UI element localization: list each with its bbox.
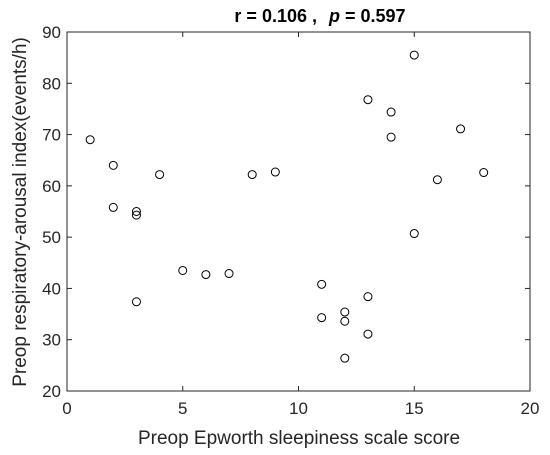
data-point (317, 279, 327, 289)
x-tick-label: 15 (405, 399, 424, 418)
data-point (131, 210, 141, 220)
data-point (409, 50, 419, 60)
x-tick-label: 20 (521, 399, 540, 418)
data-point (85, 135, 95, 145)
x-tick-label: 5 (178, 399, 187, 418)
data-point (270, 167, 280, 177)
data-point (363, 292, 373, 302)
x-axis-label: Preop Epworth sleepiness scale score (138, 428, 460, 449)
title-r-text: r = 0.106 , (234, 6, 317, 26)
data-point (155, 170, 165, 180)
plot-area: 0 5 10 15 20 20 30 40 50 60 70 80 90 (42, 23, 539, 418)
data-point (131, 297, 141, 307)
data-point (201, 270, 211, 280)
y-axis-ticks: 20 30 40 50 60 70 80 90 (42, 23, 530, 401)
data-point (247, 170, 257, 180)
y-tick-label: 90 (42, 23, 61, 42)
y-tick-label: 70 (42, 126, 61, 145)
y-axis-label: Preop respiratory-arousal index(events/h… (10, 37, 31, 387)
y-tick-label: 80 (42, 74, 61, 93)
data-point (224, 269, 234, 279)
y-tick-label: 30 (42, 331, 61, 350)
data-point (386, 107, 396, 117)
x-axis-ticks: 0 5 10 15 20 (62, 32, 539, 418)
data-point (479, 168, 489, 178)
data-point (340, 316, 350, 326)
data-point (363, 95, 373, 105)
y-tick-label: 50 (42, 228, 61, 247)
chart-title: r = 0.106 , p = 0.597 (234, 6, 405, 26)
data-point (108, 202, 118, 212)
y-tick-label: 40 (42, 279, 61, 298)
x-tick-label: 10 (289, 399, 308, 418)
data-point (178, 265, 188, 275)
title-p-value: = 0.597 (340, 6, 406, 26)
data-point (340, 307, 350, 317)
y-tick-label: 20 (42, 382, 61, 401)
data-points (85, 50, 489, 363)
data-point (409, 229, 419, 239)
data-point (340, 353, 350, 363)
data-point (456, 124, 466, 134)
x-tick-label: 0 (62, 399, 71, 418)
y-tick-label: 60 (42, 177, 61, 196)
data-point (386, 132, 396, 142)
data-point (108, 160, 118, 170)
data-point (131, 207, 141, 216)
data-point (317, 313, 327, 323)
data-point (363, 329, 373, 339)
data-point (432, 175, 442, 185)
title-p-symbol: p (328, 6, 340, 26)
